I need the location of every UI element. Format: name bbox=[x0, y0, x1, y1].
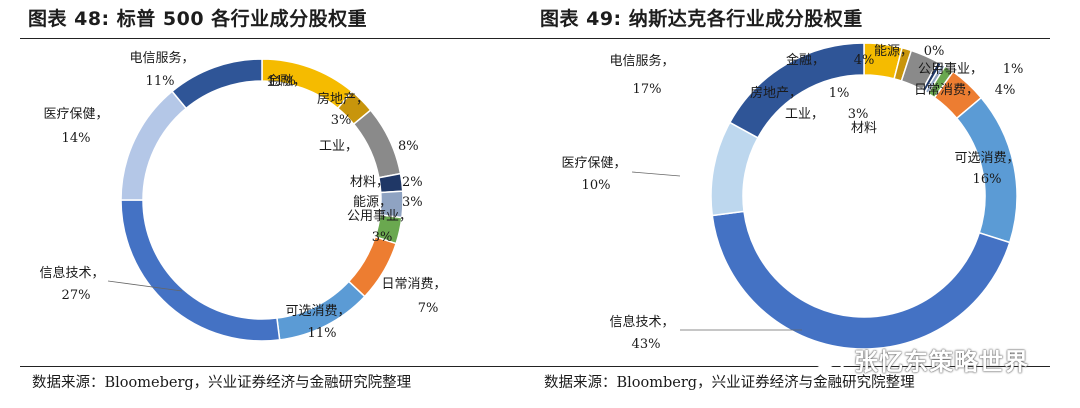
slice-医疗保健 bbox=[710, 121, 759, 217]
leader-line bbox=[631, 171, 681, 177]
data-label-公用事业: 公用事业， 1% bbox=[918, 62, 1023, 77]
data-label-房地产: 房地产， 3% bbox=[317, 91, 369, 128]
data-label-材料: 材料 bbox=[851, 121, 877, 136]
source-rule bbox=[532, 366, 1050, 367]
watermark: 张忆东策略世界 bbox=[811, 344, 1074, 376]
data-label-可选消费: 可选消费， 16% bbox=[954, 151, 1019, 187]
data-label-可选消费: 可选消费， 11% bbox=[285, 304, 350, 341]
data-label-金融: 金融，11% bbox=[267, 73, 306, 89]
leader-line bbox=[107, 280, 183, 292]
chart-panel-sp500: 图表 48: 标普 500 各行业成分股权重 金融，11% 房地产， 3% 工业， 8%… bbox=[20, 0, 540, 408]
data-label-房地产: 房地产， 1% bbox=[750, 85, 849, 101]
source-note: 数据来源：Bloomberg，兴业证券经济与金融研究院整理 bbox=[544, 375, 915, 391]
data-label-电信服务: 电信服务， 17% bbox=[609, 53, 674, 97]
chart-panel-nasdaq: 图表 49: 纳斯达克各行业成分股权重 金融， 4% 房地产， 1% 工业， 3% 材料 能源… bbox=[532, 0, 1052, 408]
data-label-日常消费: 日常消费， 4% bbox=[914, 83, 1015, 98]
data-label-公用事业: 公用事业， 3% bbox=[347, 209, 412, 245]
slice-信息技术 bbox=[711, 210, 1011, 350]
watermark-text: 张忆东策略世界 bbox=[854, 347, 1029, 376]
data-label-信息技术: 信息技术， 43% bbox=[609, 314, 674, 352]
data-label-金融: 金融， 4% bbox=[786, 52, 874, 68]
slice-信息技术 bbox=[120, 199, 281, 342]
donut-chart-sp500: 金融，11% 房地产， 3% 工业， 8% 材料， 2% 能源， 3%公用事业， 3% 日常消费， 7… bbox=[39, 50, 447, 342]
data-label-日常消费: 日常消费， 7% bbox=[381, 277, 446, 316]
data-label-工业: 工业， 8% bbox=[319, 139, 419, 154]
chart-title: 图表 48: 标普 500 各行业成分股权重 bbox=[28, 8, 368, 30]
source-rule bbox=[20, 366, 538, 367]
slice-电信服务 bbox=[728, 42, 865, 139]
data-label-医疗保健: 医疗保健， 10% bbox=[561, 156, 626, 193]
chart-title: 图表 49: 纳斯达克各行业成分股权重 bbox=[540, 8, 863, 30]
data-label-能源: 能源， 0% bbox=[874, 44, 944, 59]
title-rule bbox=[20, 38, 538, 39]
slice-可选消费 bbox=[955, 96, 1018, 244]
data-label-能源: 能源， 3% bbox=[353, 195, 423, 210]
donut-chart-nasdaq: 金融， 4% 房地产， 1% 工业， 3%材料 能源， 0% 公用事业， 1% 日常消费， 4% 可选消… bbox=[561, 42, 1023, 352]
title-rule bbox=[532, 38, 1050, 39]
data-label-工业: 工业， 3% bbox=[785, 107, 868, 122]
data-label-材料: 材料， 2% bbox=[350, 175, 423, 190]
slice-电信服务 bbox=[171, 58, 263, 110]
slice-工业 bbox=[352, 109, 402, 179]
slice-医疗保健 bbox=[120, 90, 188, 201]
data-label-信息技术: 信息技术， 27% bbox=[39, 265, 104, 303]
source-note: 数据来源：Bloomeberg，兴业证券经济与金融研究院整理 bbox=[32, 375, 412, 391]
data-label-电信服务: 电信服务， 11% bbox=[129, 50, 194, 89]
wechat-icon bbox=[811, 345, 846, 372]
data-label-医疗保健: 医疗保健， 14% bbox=[43, 107, 108, 146]
